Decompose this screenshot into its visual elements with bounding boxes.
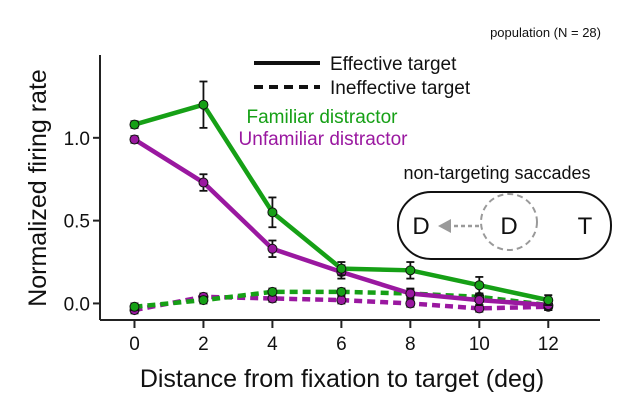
legend: Effective target Ineffective target Fami… (239, 54, 471, 150)
x-tick-label: 4 (267, 334, 278, 355)
data-point (405, 298, 416, 309)
legend-ineffective-target: Ineffective target (330, 78, 471, 99)
data-point (198, 295, 209, 306)
inset-title: non-targeting saccades (403, 163, 590, 183)
x-tick-label: 6 (336, 334, 347, 355)
x-tick-label: 0 (129, 334, 140, 355)
y-tick-label: 0.5 (64, 212, 90, 233)
axes: 0 2 4 6 8 10 12 0.0 0.5 1.0 (64, 55, 600, 355)
series-group (129, 134, 554, 311)
arrow-left-icon (438, 219, 451, 233)
inset-right-letter: T (578, 213, 593, 240)
legend-unfamiliar-distractor: Unfamiliar distractor (239, 129, 409, 150)
legend-familiar-distractor: Familiar distractor (247, 107, 399, 128)
data-point (474, 280, 485, 291)
inset-center-letter: D (500, 213, 517, 240)
data-point (336, 286, 347, 297)
x-tick-label: 10 (469, 334, 490, 355)
x-tick-label: 12 (538, 334, 559, 355)
data-point (336, 295, 347, 306)
data-point (267, 207, 278, 218)
data-point (198, 177, 209, 188)
data-point (129, 301, 140, 312)
saccade-inset: non-targeting saccades D D T (397, 163, 612, 260)
x-tick-label: 2 (198, 334, 209, 355)
data-point (129, 119, 140, 130)
legend-effective-target: Effective target (330, 54, 457, 75)
data-point (543, 295, 554, 306)
data-point (336, 263, 347, 274)
inset-capsule (397, 191, 612, 260)
data-point (405, 288, 416, 299)
x-tick-label: 8 (405, 334, 416, 355)
data-point (267, 286, 278, 297)
data-point (474, 295, 485, 306)
series-group (129, 80, 554, 306)
data-point (267, 243, 278, 254)
data-point (198, 99, 209, 110)
inset-dashed-circle (480, 193, 538, 251)
x-axis-title: Distance from fixation to target (deg) (140, 365, 544, 393)
inset-left-letter: D (412, 213, 429, 240)
population-annotation: population (N = 28) (490, 25, 601, 40)
data-point (405, 265, 416, 276)
y-tick-label: 0.0 (64, 294, 90, 315)
y-tick-label: 1.0 (64, 129, 90, 150)
plot-area (129, 80, 554, 316)
y-axis-title: Normalized firing rate (24, 69, 52, 307)
data-point (129, 134, 140, 145)
